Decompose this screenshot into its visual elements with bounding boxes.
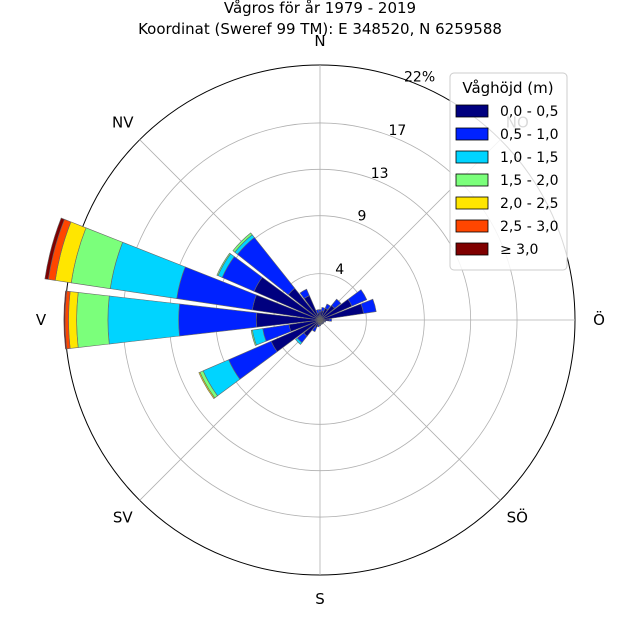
bar-segment — [323, 320, 327, 323]
legend-label: ≥ 3,0 — [500, 242, 538, 258]
bar-segment — [44, 217, 65, 280]
bar-segment — [107, 295, 180, 345]
bar-segment — [321, 307, 326, 312]
bar-segment — [68, 291, 79, 349]
chart-title: Vågros för år 1979 - 2019 — [224, 0, 416, 17]
legend-title: Våghöjd (m) — [462, 79, 553, 97]
legend-frame — [449, 72, 568, 271]
legend-label: 1,5 - 2,0 — [500, 173, 558, 189]
bar-segment — [76, 292, 110, 348]
direction-label: N — [314, 32, 325, 50]
radial-tick-label: 17 — [388, 123, 406, 139]
direction-label: Ö — [593, 310, 605, 329]
direction-label: SÖ — [507, 507, 528, 526]
legend-swatch — [455, 104, 489, 118]
legend-swatch — [455, 173, 489, 187]
bar-segment — [324, 303, 331, 311]
bar-segment — [315, 309, 320, 314]
direction-label: NV — [112, 114, 134, 132]
legend-swatch — [455, 150, 489, 164]
direction-label: V — [36, 311, 47, 329]
bar-segment — [295, 337, 303, 345]
radial-tick-labels: 4 9 13 17 22% — [335, 69, 435, 278]
legend-swatch — [455, 196, 489, 210]
direction-label: S — [315, 590, 325, 608]
grid-spoke — [319, 319, 501, 501]
bar-segment — [250, 329, 257, 346]
legend-swatch — [455, 127, 489, 141]
bar-segment — [311, 326, 318, 333]
legend-swatch — [455, 219, 489, 233]
bar-segment — [299, 288, 310, 299]
legend-label: 0,5 - 1,0 — [500, 127, 558, 143]
legend-items: 0,0 - 0,5 0,5 - 1,0 1,0 - 1,5 1,5 - 2,0 2,0 … — [455, 104, 558, 258]
bar-segment — [232, 232, 253, 253]
radial-tick-label: 22% — [404, 69, 435, 85]
radial-tick-label: 4 — [335, 262, 344, 278]
legend-label: 0,0 - 0,5 — [500, 104, 558, 120]
bar-segment — [347, 289, 368, 307]
bar-segment — [331, 298, 342, 309]
legend-label: 2,5 - 3,0 — [500, 219, 558, 235]
bar-segment — [318, 309, 322, 313]
chart-subtitle: Koordinat (Sweref 99 TM): E 348520, N 62… — [138, 20, 502, 38]
bar-segment — [328, 318, 332, 322]
bar-segment — [360, 298, 377, 314]
legend-label: 2,0 - 2,5 — [500, 196, 558, 212]
bar-segment — [198, 371, 216, 400]
legend-label: 1,0 - 1,5 — [500, 150, 558, 166]
radial-tick-label: 13 — [371, 166, 389, 182]
rose-bars — [44, 217, 377, 400]
radial-tick-label: 9 — [357, 209, 366, 225]
legend-swatch — [455, 242, 489, 256]
direction-label: SV — [113, 508, 134, 526]
bar-segment — [109, 241, 186, 299]
legend: Våghöjd (m) 0,0 - 0,5 0,5 - 1,0 1,0 - 1,5 1… — [449, 72, 568, 271]
bar-segment — [63, 290, 67, 350]
bar-segment — [216, 252, 231, 277]
grid-spoke — [139, 319, 321, 501]
